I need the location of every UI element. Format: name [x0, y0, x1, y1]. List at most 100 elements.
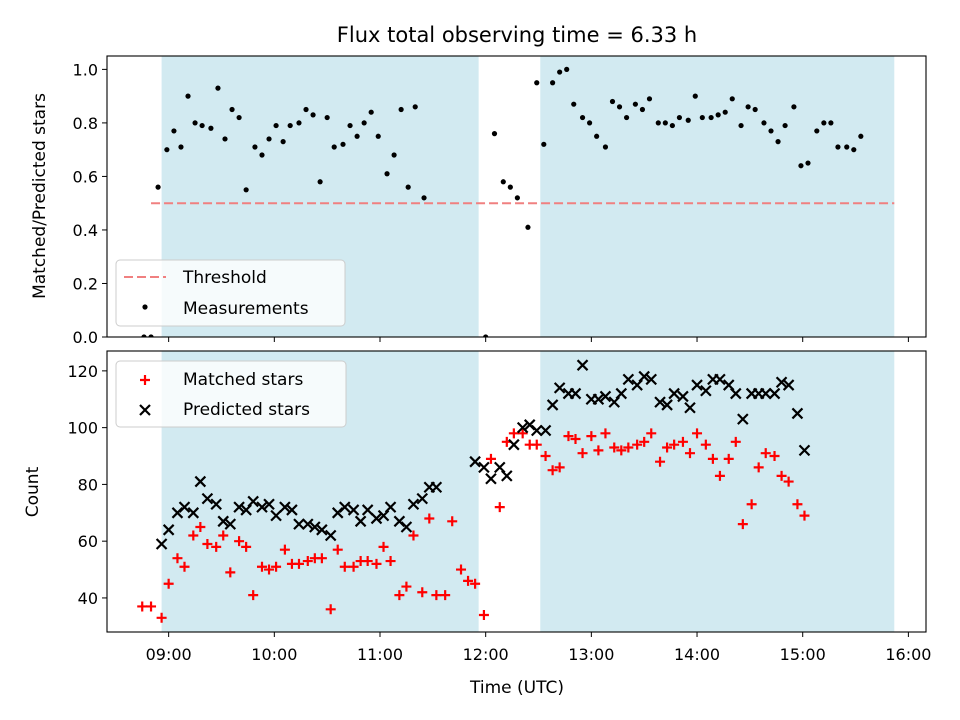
top-point-0-73 [745, 104, 751, 110]
top-point-0-46 [541, 141, 547, 147]
bottom-point-0-6 [188, 530, 199, 541]
bottom-point-0-13 [241, 541, 252, 552]
legend-predicted-label: Predicted stars [183, 400, 310, 420]
bottom-point-0-61 [609, 442, 620, 453]
top-point-0-55 [609, 98, 616, 105]
top-point-0-52 [586, 120, 593, 126]
top-point-0-10 [215, 85, 221, 91]
bottom-point-1-71 [730, 387, 742, 400]
top-point-0-35 [398, 106, 404, 113]
top-point-0-47 [550, 80, 556, 86]
top-point-0-17 [266, 136, 272, 142]
bottom-point-0-7 [195, 521, 206, 532]
bottom-point-1-65 [684, 401, 696, 414]
bottom-point-0-54 [554, 462, 565, 473]
bottom-point-0-77 [730, 436, 741, 447]
bottom-point-0-15 [256, 561, 267, 572]
top-point-0-58 [632, 101, 638, 107]
x-tick-label-4: 13:00 [568, 645, 614, 664]
bottom-point-1-39 [485, 472, 497, 485]
top-point-0-38 [421, 195, 427, 201]
top-point-0-2 [155, 184, 161, 190]
bottom-point-0-44 [478, 609, 489, 620]
top-point-0-18 [273, 122, 279, 129]
bottom-point-0-79 [746, 499, 757, 510]
bottom-point-0-45 [485, 453, 496, 464]
bottom-point-1-53 [592, 393, 605, 406]
top-point-0-44 [525, 224, 531, 230]
bottom-point-1-13 [256, 501, 268, 513]
x-tick-label-3: 12:00 [463, 645, 509, 664]
top-point-0-57 [623, 114, 630, 121]
bottom-point-0-62 [616, 445, 627, 456]
top-y-tick-label-4: 0.8 [73, 114, 98, 133]
x-tick-label-1: 10:00 [251, 645, 297, 664]
bottom-point-0-58 [586, 431, 597, 442]
bottom-point-1-5 [194, 475, 207, 488]
bottom-point-0-33 [394, 590, 405, 601]
bottom-point-0-53 [547, 465, 558, 476]
bottom-point-0-3 [163, 578, 174, 589]
top-point-0-45 [534, 80, 540, 86]
bottom-point-0-29 [362, 556, 373, 567]
bottom-frame [106, 350, 927, 633]
top-point-0-83 [821, 120, 827, 126]
top-point-0-0 [141, 334, 147, 337]
bottom-point-1-38 [478, 461, 490, 474]
bottom-point-0-65 [639, 436, 650, 447]
top-point-0-72 [738, 122, 744, 129]
bottom-point-0-42 [463, 575, 474, 586]
top-point-0-9 [208, 125, 214, 131]
top-point-0-80 [798, 163, 804, 169]
bottom-point-0-82 [769, 451, 780, 462]
top-legend: Threshold Measurements [115, 259, 346, 327]
bottom-point-1-50 [569, 387, 582, 400]
bottom-point-0-8 [202, 539, 213, 550]
bottom-point-1-34 [416, 492, 429, 505]
top-point-0-11 [222, 136, 228, 142]
bottom-point-1-75 [759, 387, 772, 400]
bottom-point-1-51 [576, 359, 589, 371]
top-y-tick-label-5: 1.0 [73, 60, 98, 79]
bottom-series-0 [137, 428, 810, 623]
bottom-point-1-14 [263, 498, 275, 511]
top-point-0-22 [303, 106, 309, 113]
bottom-point-0-40 [447, 516, 458, 527]
x-tick-label-6: 15:00 [780, 645, 826, 664]
bottom-point-1-27 [361, 504, 374, 516]
bottom-point-0-72 [692, 428, 703, 439]
bottom-point-1-22 [324, 529, 337, 542]
bottom-point-1-19 [302, 518, 314, 530]
top-point-0-5 [178, 144, 184, 150]
bottom-point-0-10 [218, 530, 229, 541]
bottom-point-1-20 [309, 521, 321, 533]
top-point-0-68 [708, 114, 714, 121]
top-point-0-27 [340, 141, 346, 147]
top-point-0-19 [280, 139, 286, 145]
bottom-point-0-48 [508, 428, 519, 439]
bottom-point-1-17 [286, 504, 298, 516]
bottom-point-1-8 [217, 515, 230, 528]
top-point-0-8 [199, 122, 205, 129]
top-point-0-40 [491, 131, 498, 137]
top-point-0-76 [768, 128, 774, 134]
top-point-0-3 [164, 147, 170, 153]
bottom-point-1-78 [782, 379, 795, 391]
bottom-point-1-76 [768, 387, 781, 400]
bottom-y-tick-label-0: 40 [78, 589, 98, 608]
bottom-point-0-57 [577, 448, 588, 459]
bottom-shaded-span-1 [540, 351, 895, 632]
top-point-0-78 [782, 122, 788, 129]
top-point-0-61 [655, 120, 661, 126]
top-point-0-75 [761, 120, 767, 126]
bottom-point-0-55 [563, 431, 574, 442]
bottom-point-0-69 [669, 439, 680, 450]
bottom-point-1-61 [654, 396, 666, 408]
bottom-point-0-68 [662, 442, 673, 453]
top-point-0-84 [828, 120, 834, 126]
top-point-0-32 [375, 133, 381, 139]
bottom-point-1-46 [539, 424, 552, 437]
bottom-y-axis-label: Count [23, 466, 43, 517]
bottom-point-0-0 [137, 601, 148, 612]
bottom-point-0-11 [225, 567, 236, 578]
